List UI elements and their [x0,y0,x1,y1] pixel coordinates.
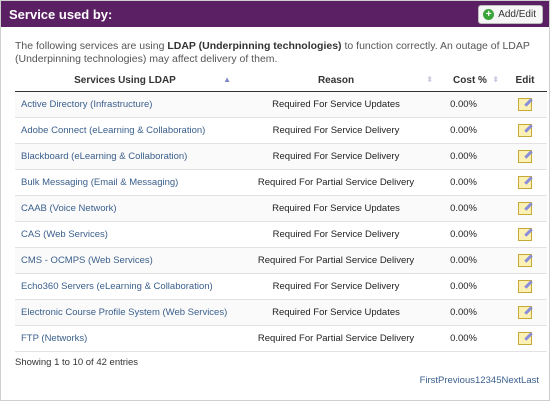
pager-page-5[interactable]: 5 [496,375,502,386]
reason-cell: Required For Partial Service Delivery [235,325,437,352]
sort-both-icon: ⬍ [426,75,433,84]
reason-cell: Required For Partial Service Delivery [235,247,437,274]
edit-cell [503,117,547,144]
reason-cell: Required For Service Updates [235,91,437,118]
column-header-service-label: Services Using LDAP [74,74,176,86]
cost-cell: 0.00% [437,143,503,170]
service-link[interactable]: Active Directory (Infrastructure) [15,91,235,118]
description-after: to function correctly. An outage of LDAP… [15,40,530,65]
add-edit-label: Add/Edit [498,8,536,20]
cost-cell: 0.00% [437,325,503,352]
cost-cell: 0.00% [437,299,503,326]
pager-page-4[interactable]: 4 [490,375,497,386]
edit-icon[interactable] [518,124,532,137]
edit-cell [503,247,547,274]
edit-cell [503,221,547,248]
sort-both-icon: ⬍ [492,75,499,84]
reason-cell: Required For Service Delivery [235,143,437,170]
edit-icon[interactable] [518,306,532,319]
cost-cell: 0.00% [437,247,503,274]
column-header-service[interactable]: Services Using LDAP ▲ [15,69,235,92]
cost-cell: 0.00% [437,195,503,222]
reason-cell: Required For Service Delivery [235,117,437,144]
pager-first[interactable]: First [419,375,439,386]
edit-icon[interactable] [518,254,532,267]
edit-cell [503,91,547,118]
reason-cell: Required For Service Updates [235,299,437,326]
cost-cell: 0.00% [437,221,503,248]
column-header-reason-label: Reason [317,74,355,86]
description-text: The following services are using LDAP (U… [1,27,549,67]
service-link[interactable]: FTP (Networks) [15,325,235,352]
sort-asc-icon: ▲ [223,75,231,84]
table-row: Active Directory (Infrastructure) Requir… [15,91,547,118]
pager-next[interactable]: Next [501,375,522,386]
reason-cell: Required For Service Delivery [235,221,437,248]
edit-cell [503,273,547,300]
reason-cell: Required For Service Updates [235,195,437,222]
panel-title: Service used by: [9,6,113,22]
reason-cell: Required For Partial Service Delivery [235,169,437,196]
service-link[interactable]: Blackboard (eLearning & Collaboration) [15,143,235,170]
edit-icon[interactable] [518,150,532,163]
service-link[interactable]: CMS - OCMPS (Web Services) [15,247,235,274]
pager-last[interactable]: Last [521,375,539,386]
pager-previous[interactable]: Previous [438,375,475,386]
pager-page-3[interactable]: 3 [485,375,491,386]
service-link[interactable]: Adobe Connect (eLearning & Collaboration… [15,117,235,144]
service-link[interactable]: Electronic Course Profile System (Web Se… [15,299,235,326]
reason-cell: Required For Service Delivery [235,273,437,300]
table-row: Blackboard (eLearning & Collaboration) R… [15,143,547,170]
add-edit-button[interactable]: + Add/Edit [478,4,543,24]
service-link[interactable]: Echo360 Servers (eLearning & Collaborati… [15,273,235,300]
table-row: Adobe Connect (eLearning & Collaboration… [15,117,547,144]
cost-cell: 0.00% [437,273,503,300]
table-row: CMS - OCMPS (Web Services) Required For … [15,247,547,274]
edit-cell [503,169,547,196]
edit-cell [503,299,547,326]
column-header-edit-label: Edit [515,74,535,86]
edit-icon[interactable] [518,202,532,215]
edit-icon[interactable] [518,98,532,111]
description-bold: LDAP (Underpinning technologies) [167,40,342,52]
column-header-cost[interactable]: Cost % ⬍ [437,69,503,92]
column-header-edit: Edit [503,69,547,92]
table-header-row: Services Using LDAP ▲ Reason ⬍ Cost % ⬍ … [15,69,547,92]
table-row: CAAB (Voice Network) Required For Servic… [15,195,547,222]
table-row: Electronic Course Profile System (Web Se… [15,299,547,326]
table-row: FTP (Networks) Required For Partial Serv… [15,325,547,352]
description-before: The following services are using [15,40,168,52]
table-row: CAS (Web Services) Required For Service … [15,221,547,248]
cost-cell: 0.00% [437,117,503,144]
panel-header: Service used by: + Add/Edit [1,1,549,27]
edit-icon[interactable] [518,176,532,189]
service-link[interactable]: Bulk Messaging (Email & Messaging) [15,169,235,196]
services-table: Services Using LDAP ▲ Reason ⬍ Cost % ⬍ … [15,69,547,352]
column-header-cost-label: Cost % [453,74,487,86]
edit-icon[interactable] [518,228,532,241]
table-row: Bulk Messaging (Email & Messaging) Requi… [15,169,547,196]
service-link[interactable]: CAS (Web Services) [15,221,235,248]
cost-cell: 0.00% [437,169,503,196]
edit-cell [503,325,547,352]
edit-icon[interactable] [518,332,532,345]
table-row: Echo360 Servers (eLearning & Collaborati… [15,273,547,300]
edit-cell [503,143,547,170]
pagination: First Previous 1 2 3 4 5 Next Last [420,375,539,386]
plus-icon: + [483,8,495,20]
service-link[interactable]: CAAB (Voice Network) [15,195,235,222]
cost-cell: 0.00% [437,91,503,118]
edit-icon[interactable] [518,280,532,293]
edit-cell [503,195,547,222]
table-info: Showing 1 to 10 of 42 entries [15,357,139,368]
pager-page-1[interactable]: 1 [475,375,481,386]
column-header-reason[interactable]: Reason ⬍ [235,69,437,92]
pager-page-2[interactable]: 2 [480,375,486,386]
